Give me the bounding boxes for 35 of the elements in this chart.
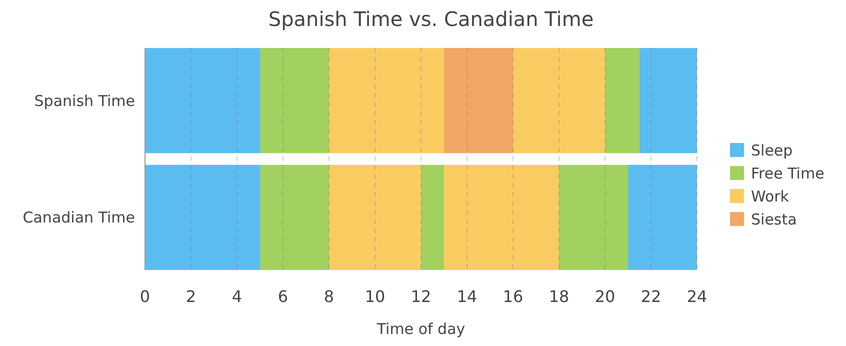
bar [605, 48, 640, 154]
legend-label: Sleep [751, 141, 793, 160]
bar [329, 164, 421, 270]
bar [640, 48, 697, 154]
x-tick-label: 0 [140, 287, 150, 306]
x-tick-label: 20 [594, 287, 616, 306]
legend-label: Work [751, 187, 790, 206]
x-tick-label: 8 [324, 287, 334, 306]
x-tick-label: 18 [548, 287, 570, 306]
x-tick-label: 6 [278, 287, 288, 306]
x-tick-label: 10 [364, 287, 386, 306]
x-tick-label: 12 [410, 287, 432, 306]
bar [260, 48, 329, 154]
x-tick-label: 2 [186, 287, 196, 306]
bar [444, 164, 559, 270]
x-tick-label: 16 [502, 287, 524, 306]
bar [628, 164, 697, 270]
bar [559, 164, 628, 270]
legend-label: Free Time [751, 164, 824, 182]
x-tick-label: 22 [640, 287, 662, 306]
bar [145, 48, 260, 154]
x-tick-label: 24 [686, 287, 708, 306]
x-tick-label: 14 [456, 287, 478, 306]
y-tick-label: Canadian Time [22, 208, 135, 227]
bar [145, 164, 260, 270]
bar [421, 164, 444, 270]
chart-title: Spanish Time vs. Canadian Time [268, 7, 594, 31]
bar [513, 48, 605, 154]
bar [260, 164, 329, 270]
x-axis-title: Time of day [376, 320, 466, 338]
y-tick-label: Spanish Time [34, 92, 135, 110]
legend-label: Siesta [751, 210, 797, 228]
bar [329, 48, 444, 154]
x-tick-label: 4 [232, 287, 242, 306]
bar [444, 48, 513, 154]
